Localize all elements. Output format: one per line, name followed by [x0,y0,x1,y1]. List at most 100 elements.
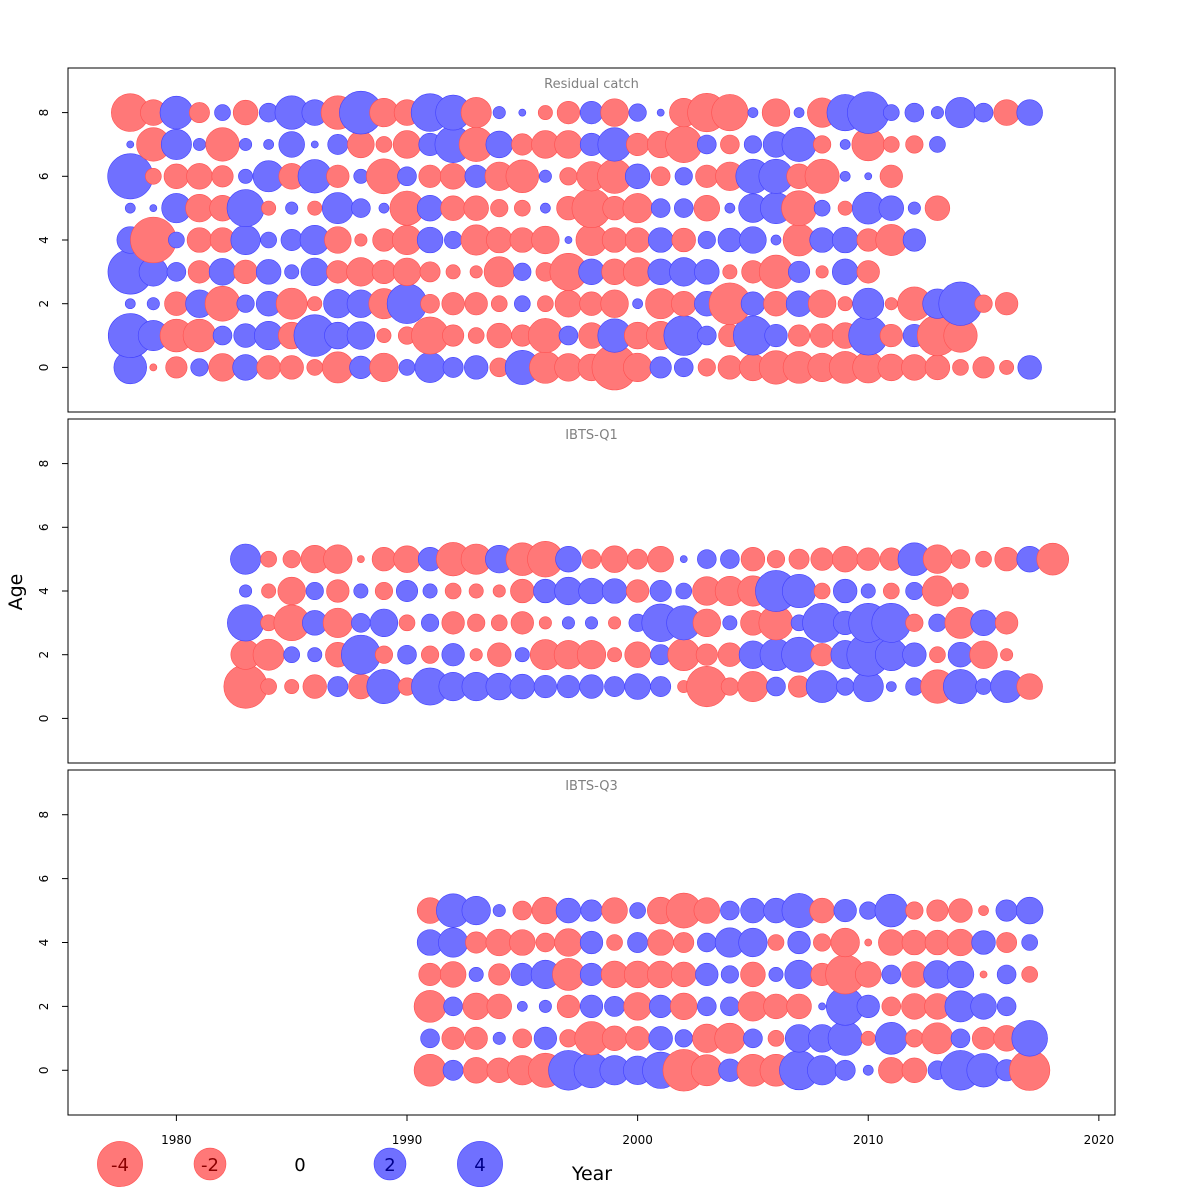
bubble [326,164,350,188]
y-tick-label: 6 [37,172,51,180]
bubble [671,227,696,253]
bubble [208,353,237,382]
legend-label: -4 [111,1155,129,1176]
bubble [260,678,277,695]
bubble [1017,355,1042,380]
bubble [665,125,703,163]
bubble [397,644,417,665]
bubble [285,201,299,215]
bubble [1016,896,1044,925]
bubble [464,292,488,316]
bubble [649,579,672,603]
bubble [839,139,851,150]
bubble [720,900,740,921]
bubble [559,167,578,186]
bubble [509,929,536,956]
bubble [624,227,651,253]
bubble [537,105,553,121]
bubble [761,98,791,127]
bubble [675,582,693,600]
bubble [809,227,835,253]
bubble [875,1022,908,1055]
bubble [901,993,928,1020]
bubble [230,543,262,575]
bubble [975,678,992,695]
bubble [862,1064,874,1076]
bubble [649,356,672,379]
bubble [227,604,265,642]
bubble [366,669,402,704]
bubble [277,576,306,606]
bubble [648,1026,673,1051]
bubble [371,259,397,285]
bubble [860,583,876,599]
bubble [622,193,653,224]
bubble [671,961,697,988]
bubble [626,132,650,157]
bubble [623,352,653,382]
bubble [650,198,671,218]
bubble [852,287,885,320]
bubble [516,1001,528,1012]
bubble [124,298,136,310]
bubble [233,259,258,285]
bubble [392,130,422,159]
bubble [793,107,805,118]
bubble [533,1026,557,1050]
bubble [372,228,396,252]
bubble [413,1053,447,1087]
bubble [874,893,908,928]
bubble [518,108,527,117]
bubble [468,966,484,982]
bubble [554,576,583,606]
bubble [260,231,277,249]
bubble [600,98,629,127]
legend-bubble [373,1147,407,1181]
bubble [464,1026,488,1050]
bubble [810,547,834,571]
bubble [558,325,579,346]
bubble [813,933,832,952]
bubble [1036,542,1070,576]
bubble [1011,1020,1048,1057]
bubble [971,930,996,955]
bubble [540,202,551,214]
bubble [488,963,511,986]
bubble [346,257,376,287]
y-tick-label: 2 [37,651,51,659]
panel-title: IBTS-Q3 [565,779,618,794]
bubble [720,677,739,696]
bubble [187,260,212,284]
bubble [952,582,969,600]
bubble [464,164,488,188]
bubble [697,325,717,346]
bubble [439,163,467,190]
bubble [924,929,951,956]
bubble [512,1028,533,1049]
x-tick-label: 1980 [161,1133,192,1147]
bubble [766,550,786,569]
bubble [831,545,859,573]
bubble [697,996,717,1017]
bubble [740,961,766,988]
bubble [469,265,483,279]
bubble [421,645,440,664]
bubble [537,295,554,312]
bubble [182,318,217,353]
bubble [369,608,399,637]
bubble [905,1029,924,1048]
bubble [697,230,716,250]
bubble [444,230,463,250]
bubble [632,298,643,310]
bubble [555,897,582,924]
bubble [720,965,739,984]
bubble [608,616,622,630]
bubble [692,608,721,637]
bubble [463,195,489,221]
bubble [554,290,583,318]
bubble [418,962,442,987]
bubble [149,363,158,372]
bubble [737,991,768,1022]
bubble [952,359,969,376]
bubble [418,164,442,188]
